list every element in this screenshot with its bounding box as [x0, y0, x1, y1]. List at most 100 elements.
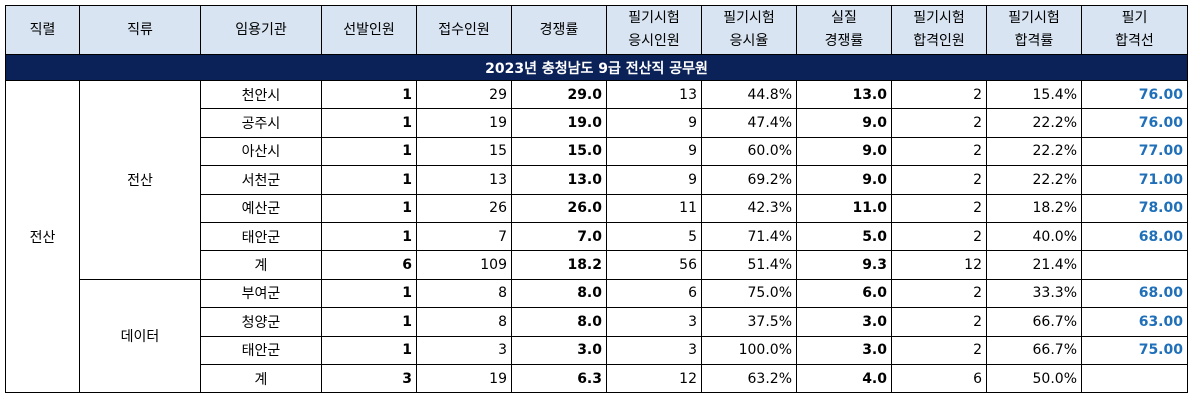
- ratio-cell: 8.0: [511, 278, 607, 309]
- column-header: 직류: [79, 5, 201, 55]
- ratio-cell: 15.0: [511, 136, 607, 167]
- take-rate-cell: 37.5%: [701, 307, 797, 337]
- real-cell: 11.0: [796, 193, 892, 223]
- column-header: 직렬: [5, 5, 80, 55]
- taker-cell: 9: [606, 165, 702, 195]
- pass-cell: 2: [891, 335, 987, 365]
- ratio-cell: 18.2: [511, 250, 607, 280]
- column-header: 필기 합격선: [1081, 5, 1188, 55]
- agency-cell: 아산시: [200, 136, 322, 167]
- agency-cell: 계: [200, 363, 322, 394]
- taker-cell: 3: [606, 307, 702, 337]
- taker-cell: 5: [606, 221, 702, 252]
- pass-rate-cell: 22.2%: [986, 108, 1082, 138]
- real-cell: 4.0: [796, 363, 892, 394]
- sel-cell: 1: [321, 108, 417, 138]
- column-header: 필기시험 합격인원: [891, 5, 987, 55]
- pass-rate-cell: 50.0%: [986, 363, 1082, 394]
- table-row: 아산시 1 15 15.0 9 60.0% 9.0 2 22.2% 77.00: [6, 136, 1188, 167]
- pass-cell: 2: [891, 221, 987, 252]
- real-cell: 9.3: [796, 250, 892, 280]
- sel-cell: 1: [321, 79, 417, 110]
- ratio-cell: 7.0: [511, 221, 607, 252]
- cutoff-cell: 77.00: [1081, 136, 1188, 167]
- take-rate-cell: 47.4%: [701, 108, 797, 138]
- taker-cell: 11: [606, 193, 702, 223]
- pass-cell: 2: [891, 165, 987, 195]
- agency-cell: 계: [200, 250, 322, 280]
- table-title: 2023년 충청남도 9급 전산직 공무원: [5, 54, 1188, 81]
- table-row: 공주시 1 19 19.0 9 47.4% 9.0 2 22.2% 76.00: [6, 108, 1188, 138]
- pass-cell: 12: [891, 250, 987, 280]
- take-rate-cell: 100.0%: [701, 335, 797, 365]
- recruitment-table: 2023년 충청남도 9급 전산직 공무원 직렬 직류 임용기관 선발인원 접수인원 경쟁…: [5, 5, 1188, 394]
- column-header: 경쟁률: [511, 5, 607, 55]
- cutoff-cell: 76.00: [1081, 108, 1188, 138]
- sel-cell: 1: [321, 165, 417, 195]
- ratio-cell: 29.0: [511, 79, 607, 110]
- table-row: 데이터 부여군 1 8 8.0 6 75.0% 6.0 2 33.3% 68.00: [6, 278, 1188, 394]
- category-cell: 데이터: [79, 278, 201, 394]
- pass-rate-cell: 22.2%: [986, 165, 1082, 195]
- recv-cell: 109: [416, 250, 512, 280]
- real-cell: 3.0: [796, 307, 892, 337]
- agency-cell: 부여군: [200, 278, 322, 309]
- taker-cell: 6: [606, 278, 702, 309]
- taker-cell: 12: [606, 363, 702, 394]
- recv-cell: 8: [416, 278, 512, 309]
- cutoff-cell: [1081, 250, 1188, 280]
- table-row: 태안군 1 7 7.0 5 71.4% 5.0 2 40.0% 68.00: [6, 221, 1188, 252]
- real-cell: 9.0: [796, 165, 892, 195]
- pass-cell: 2: [891, 136, 987, 167]
- recv-cell: 19: [416, 363, 512, 394]
- column-header: 필기시험 응시율: [701, 5, 797, 55]
- take-rate-cell: 75.0%: [701, 278, 797, 309]
- ratio-cell: 26.0: [511, 193, 607, 223]
- ratio-cell: 19.0: [511, 108, 607, 138]
- pass-cell: 2: [891, 193, 987, 223]
- cutoff-cell: 68.00: [1081, 221, 1188, 252]
- pass-rate-cell: 22.2%: [986, 136, 1082, 167]
- taker-cell: 56: [606, 250, 702, 280]
- real-cell: 9.0: [796, 108, 892, 138]
- recv-cell: 29: [416, 79, 512, 110]
- ratio-cell: 13.0: [511, 165, 607, 195]
- sel-cell: 1: [321, 307, 417, 337]
- table-row: 전산 전산 천안시 1 29 29.0 13 44.8% 13.0 2 15.4% 76.00: [5, 79, 1188, 394]
- table-title-row: 2023년 충청남도 9급 전산직 공무원: [5, 54, 1188, 81]
- sel-cell: 1: [321, 136, 417, 167]
- column-header: 임용기관: [200, 5, 322, 55]
- recv-cell: 3: [416, 335, 512, 365]
- take-rate-cell: 71.4%: [701, 221, 797, 252]
- recv-cell: 26: [416, 193, 512, 223]
- take-rate-cell: 63.2%: [701, 363, 797, 394]
- pass-cell: 2: [891, 108, 987, 138]
- take-rate-cell: 42.3%: [701, 193, 797, 223]
- sel-cell: 3: [321, 363, 417, 394]
- cutoff-cell: 78.00: [1081, 193, 1188, 223]
- ratio-cell: 3.0: [511, 335, 607, 365]
- recv-cell: 19: [416, 108, 512, 138]
- ratio-cell: 6.3: [511, 363, 607, 394]
- agency-cell: 예산군: [200, 193, 322, 223]
- table-row: 계 3 19 6.3 12 63.2% 4.0 6 50.0%: [6, 363, 1188, 394]
- real-cell: 3.0: [796, 335, 892, 365]
- cutoff-cell: 68.00: [1081, 278, 1188, 309]
- cutoff-cell: 71.00: [1081, 165, 1188, 195]
- agency-cell: 태안군: [200, 335, 322, 365]
- pass-cell: 2: [891, 79, 987, 110]
- agency-cell: 태안군: [200, 221, 322, 252]
- pass-rate-cell: 33.3%: [986, 278, 1082, 309]
- column-header: 필기시험 합격률: [986, 5, 1082, 55]
- table-body: 전산 전산 천안시 1 29 29.0 13 44.8% 13.0 2 15.4% 76.00 공주시 1…: [5, 79, 1188, 394]
- pass-rate-cell: 18.2%: [986, 193, 1082, 223]
- recv-cell: 7: [416, 221, 512, 252]
- cutoff-cell: [1081, 363, 1188, 394]
- ratio-cell: 8.0: [511, 307, 607, 337]
- real-cell: 9.0: [796, 136, 892, 167]
- pass-rate-cell: 66.7%: [986, 335, 1082, 365]
- sel-cell: 1: [321, 221, 417, 252]
- recv-cell: 15: [416, 136, 512, 167]
- cutoff-cell: 75.00: [1081, 335, 1188, 365]
- taker-cell: 13: [606, 79, 702, 110]
